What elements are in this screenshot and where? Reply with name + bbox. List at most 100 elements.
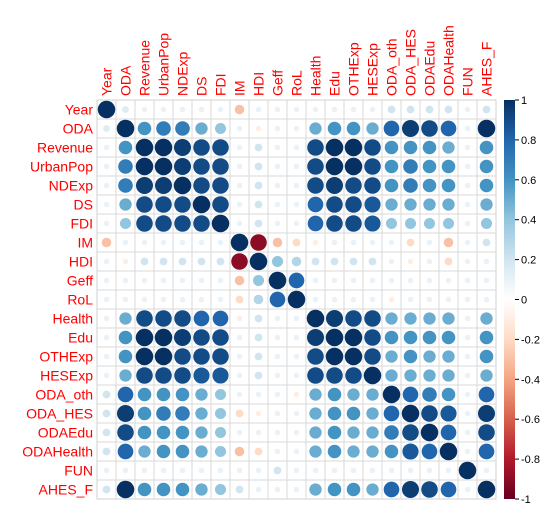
corr-circle: [102, 485, 111, 494]
corr-circle: [179, 296, 186, 303]
corr-circle: [478, 424, 495, 441]
column-label: ODA_HES: [403, 29, 419, 96]
corr-circle: [173, 176, 192, 195]
corr-circle: [175, 121, 190, 136]
corr-circle: [141, 277, 148, 284]
row-label: ODAEdu: [38, 425, 93, 441]
corr-circle: [330, 257, 339, 266]
corr-circle: [364, 139, 381, 156]
corr-circle: [254, 314, 263, 323]
corr-circle: [325, 138, 344, 157]
corr-circle: [366, 388, 379, 401]
corr-circle: [479, 159, 494, 174]
corr-circle: [464, 296, 471, 303]
corr-circle: [254, 181, 263, 190]
corr-circle: [327, 387, 342, 402]
corr-circle: [309, 483, 322, 496]
corr-circle: [236, 429, 243, 436]
corr-circle: [235, 409, 244, 418]
corr-circle: [103, 144, 110, 151]
corr-circle: [369, 296, 376, 303]
corr-circle: [254, 352, 263, 361]
corr-circle: [198, 239, 205, 246]
corr-circle: [464, 486, 471, 493]
corr-circle: [307, 196, 324, 213]
corr-circle: [249, 252, 268, 271]
column-label: ODA_oth: [384, 38, 400, 96]
corr-circle: [293, 372, 300, 379]
corr-circle: [135, 176, 154, 195]
corr-circle: [403, 178, 418, 193]
corr-circle: [252, 274, 265, 287]
corr-circle: [347, 445, 360, 458]
corr-circle: [406, 105, 415, 114]
corr-circle: [445, 296, 452, 303]
corr-circle: [331, 106, 338, 113]
corr-circle: [293, 315, 300, 322]
corr-circle: [236, 201, 243, 208]
corr-circle: [135, 347, 154, 366]
colorbar-tick-label: 0: [521, 295, 527, 307]
corr-circle: [175, 444, 190, 459]
corr-circle: [369, 467, 376, 474]
row-label: Geff: [67, 273, 93, 289]
corr-circle: [274, 391, 281, 398]
corr-circle: [116, 480, 135, 499]
corr-circle: [401, 480, 420, 499]
corr-circle: [293, 391, 300, 398]
corr-circle: [138, 445, 151, 458]
corr-circle: [325, 176, 344, 195]
corr-circle: [122, 277, 129, 284]
corr-circle: [154, 157, 173, 176]
corr-circle: [325, 157, 344, 176]
corr-circle: [483, 277, 490, 284]
corr-circle: [422, 330, 437, 345]
corr-circle: [293, 410, 300, 417]
corr-circle: [273, 466, 282, 475]
corr-circle: [423, 350, 436, 363]
corr-circle: [369, 239, 376, 246]
corr-circle: [331, 467, 338, 474]
corr-circle: [403, 330, 418, 345]
corr-circle: [136, 215, 153, 232]
column-label: NDExp: [175, 51, 191, 96]
corr-circle: [347, 388, 360, 401]
corr-circle: [404, 198, 417, 211]
corr-circle: [160, 467, 167, 474]
row-label: ODA: [63, 121, 94, 137]
corr-circle: [464, 106, 471, 113]
corr-circle: [135, 157, 154, 176]
corr-circle: [441, 178, 456, 193]
corr-circle: [420, 423, 439, 442]
corr-circle: [175, 425, 190, 440]
corr-circle: [103, 163, 110, 170]
corr-circle: [384, 444, 399, 459]
corr-circle: [293, 429, 300, 436]
colorbar-tick-label: -0.8: [521, 454, 540, 466]
corr-circle: [269, 291, 286, 308]
corr-circle: [388, 296, 395, 303]
corr-circle: [155, 367, 172, 384]
corr-circle: [479, 178, 494, 193]
corr-circle: [154, 347, 173, 366]
corr-circle: [422, 140, 437, 155]
corr-circle: [311, 257, 320, 266]
row-label: FDI: [70, 216, 93, 232]
column-label: Edu: [327, 71, 343, 96]
corr-circle: [236, 372, 243, 379]
corr-circle: [383, 120, 400, 137]
corr-circle: [122, 258, 129, 265]
corr-circle: [154, 176, 173, 195]
corr-circle: [155, 196, 172, 213]
corr-circle: [312, 106, 319, 113]
corr-circle: [274, 125, 281, 132]
corr-circle: [350, 467, 357, 474]
corr-circle: [156, 425, 171, 440]
column-label: ODAEdu: [422, 41, 438, 96]
corr-circle: [388, 277, 395, 284]
corr-circle: [364, 215, 381, 232]
corr-circle: [345, 215, 362, 232]
corr-circle: [272, 237, 283, 248]
row-label: RoL: [67, 292, 93, 308]
corr-circle: [141, 467, 148, 474]
